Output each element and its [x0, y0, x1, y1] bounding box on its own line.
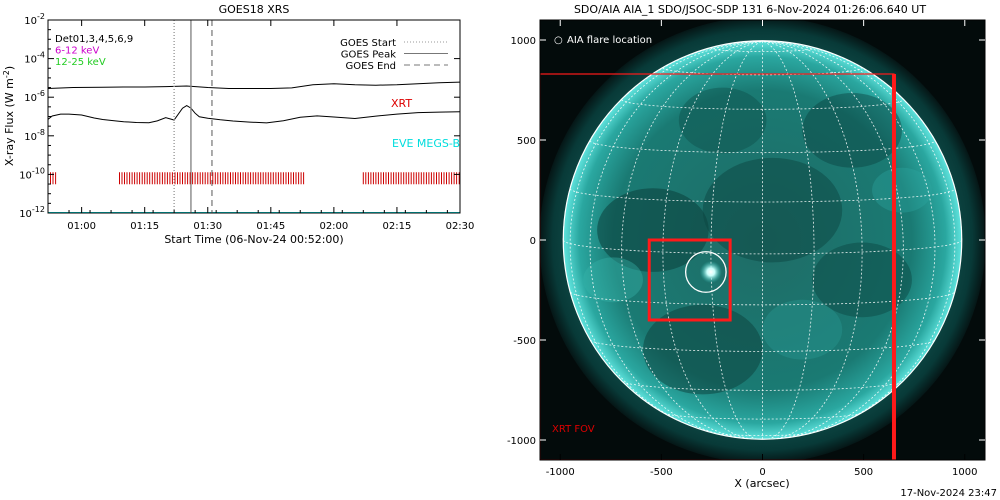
- goes-event-legend-label: GOES Start: [340, 38, 396, 49]
- heliographic-grid: [562, 40, 963, 440]
- solar-surface-patch: [642, 304, 763, 395]
- grid-line: [713, 432, 812, 436]
- aia-map-chart: SDO/AIA AIA_1 SDO/JSOC-SDP 131 6-Nov-202…: [507, 3, 986, 490]
- goes-x-axis-label: Start Time (06-Nov-24 00:52:00): [164, 233, 343, 246]
- goes-legend-entry: 12-25 keV: [55, 57, 106, 68]
- aia-map-title: SDO/AIA AIA_1 SDO/JSOC-SDP 131 6-Nov-202…: [574, 3, 926, 16]
- goes-event-legend-label: GOES Peak: [341, 50, 396, 61]
- map-x-tick-label: -500: [650, 467, 673, 478]
- grid-line: [710, 40, 763, 440]
- map-y-tick-label: 0: [530, 236, 536, 247]
- goes-x-tick-label: 01:00: [67, 221, 96, 232]
- goes-series-line: [48, 81, 460, 89]
- goes-y-tick-label: 10-12: [19, 205, 45, 220]
- grid-line: [589, 40, 763, 438]
- goes-y-tick-label: 10-8: [24, 128, 45, 143]
- goes-y-tick-label: 10-4: [24, 51, 45, 66]
- solar-surface-patch: [812, 242, 912, 318]
- map-y-tick-label: 500: [517, 136, 536, 147]
- map-legend: ○ AIA flare location: [554, 35, 652, 46]
- goes-y-tick-label: 10-6: [24, 89, 45, 104]
- solar-surface-patch: [802, 93, 902, 168]
- solar-limb: [562, 40, 963, 440]
- solar-surface-patch: [583, 257, 643, 303]
- goes-y-tick-label: 10-2: [24, 12, 45, 27]
- flare-location-legend-symbol: ○: [554, 35, 563, 46]
- map-x-tick-label: 1000: [952, 467, 977, 478]
- grid-line: [662, 40, 763, 440]
- goes-xrs-chart: GOES18 XRS 10-2 10-4 10-6 10-8 10-10 10-12 01…: [2, 3, 474, 246]
- solar-surface-patch: [678, 87, 767, 154]
- goes-y-tick-label: 10-10: [19, 166, 45, 181]
- goes-y-axis-label: X-ray Flux (W m-2): [2, 66, 16, 166]
- goes-x-tick-label: 02:15: [383, 221, 412, 232]
- goes-x-tick-label: 02:00: [319, 221, 348, 232]
- goes-chart-title: GOES18 XRS: [219, 3, 290, 16]
- goes-legend-entry: Det01,3,4,5,6,9: [55, 34, 133, 45]
- map-x-axis-label: X (arcsec): [734, 477, 789, 490]
- goes-event-legend-label: GOES End: [346, 61, 396, 72]
- goes-series-line: [48, 105, 460, 124]
- solar-surface-patch: [597, 188, 709, 272]
- aia-flare-location-circle: [684, 251, 727, 293]
- solar-surface-features: [583, 87, 932, 395]
- xrt-fov-label: XRT FOV: [552, 424, 595, 435]
- flare-brightening: [699, 260, 722, 284]
- goes-x-tick-label: 02:30: [446, 221, 475, 232]
- map-y-tick-label: 1000: [511, 36, 536, 47]
- map-y-tick-label: -1000: [507, 436, 536, 447]
- grid-line: [710, 47, 815, 52]
- map-y-tick-label: -500: [513, 336, 536, 347]
- grid-line: [589, 339, 936, 352]
- solar-surface-patch: [762, 299, 843, 360]
- grid-line: [762, 40, 936, 438]
- goes-x-tick-label: 01:15: [130, 221, 159, 232]
- map-x-tick-label: 500: [854, 467, 873, 478]
- grid-line: [569, 40, 763, 431]
- flare-location-legend-label: AIA flare location: [567, 35, 652, 46]
- footer-timestamp: 17-Nov-2024 23:47: [900, 488, 997, 499]
- solar-surface-patch: [702, 157, 843, 263]
- grid-line: [762, 40, 956, 431]
- xrt-annotation: XRT: [391, 97, 412, 110]
- goes-x-tick-label: 01:45: [256, 221, 285, 232]
- goes-x-tick-label: 01:30: [193, 221, 222, 232]
- grid-line: [621, 99, 904, 110]
- grid-line: [570, 291, 955, 306]
- goes-legend-entry: 6-12 keV: [55, 46, 99, 57]
- solar-surface-patch: [872, 167, 932, 213]
- xrt-fov-right-edge: [891, 74, 896, 460]
- eve-megs-b-annotation: EVE MEGS-B: [392, 137, 460, 150]
- grid-line: [762, 40, 863, 440]
- map-x-tick-label: 0: [759, 467, 765, 478]
- grid-line: [762, 40, 815, 440]
- xrt-pointing-box: [647, 238, 732, 322]
- map-x-tick-label: -1000: [546, 467, 575, 478]
